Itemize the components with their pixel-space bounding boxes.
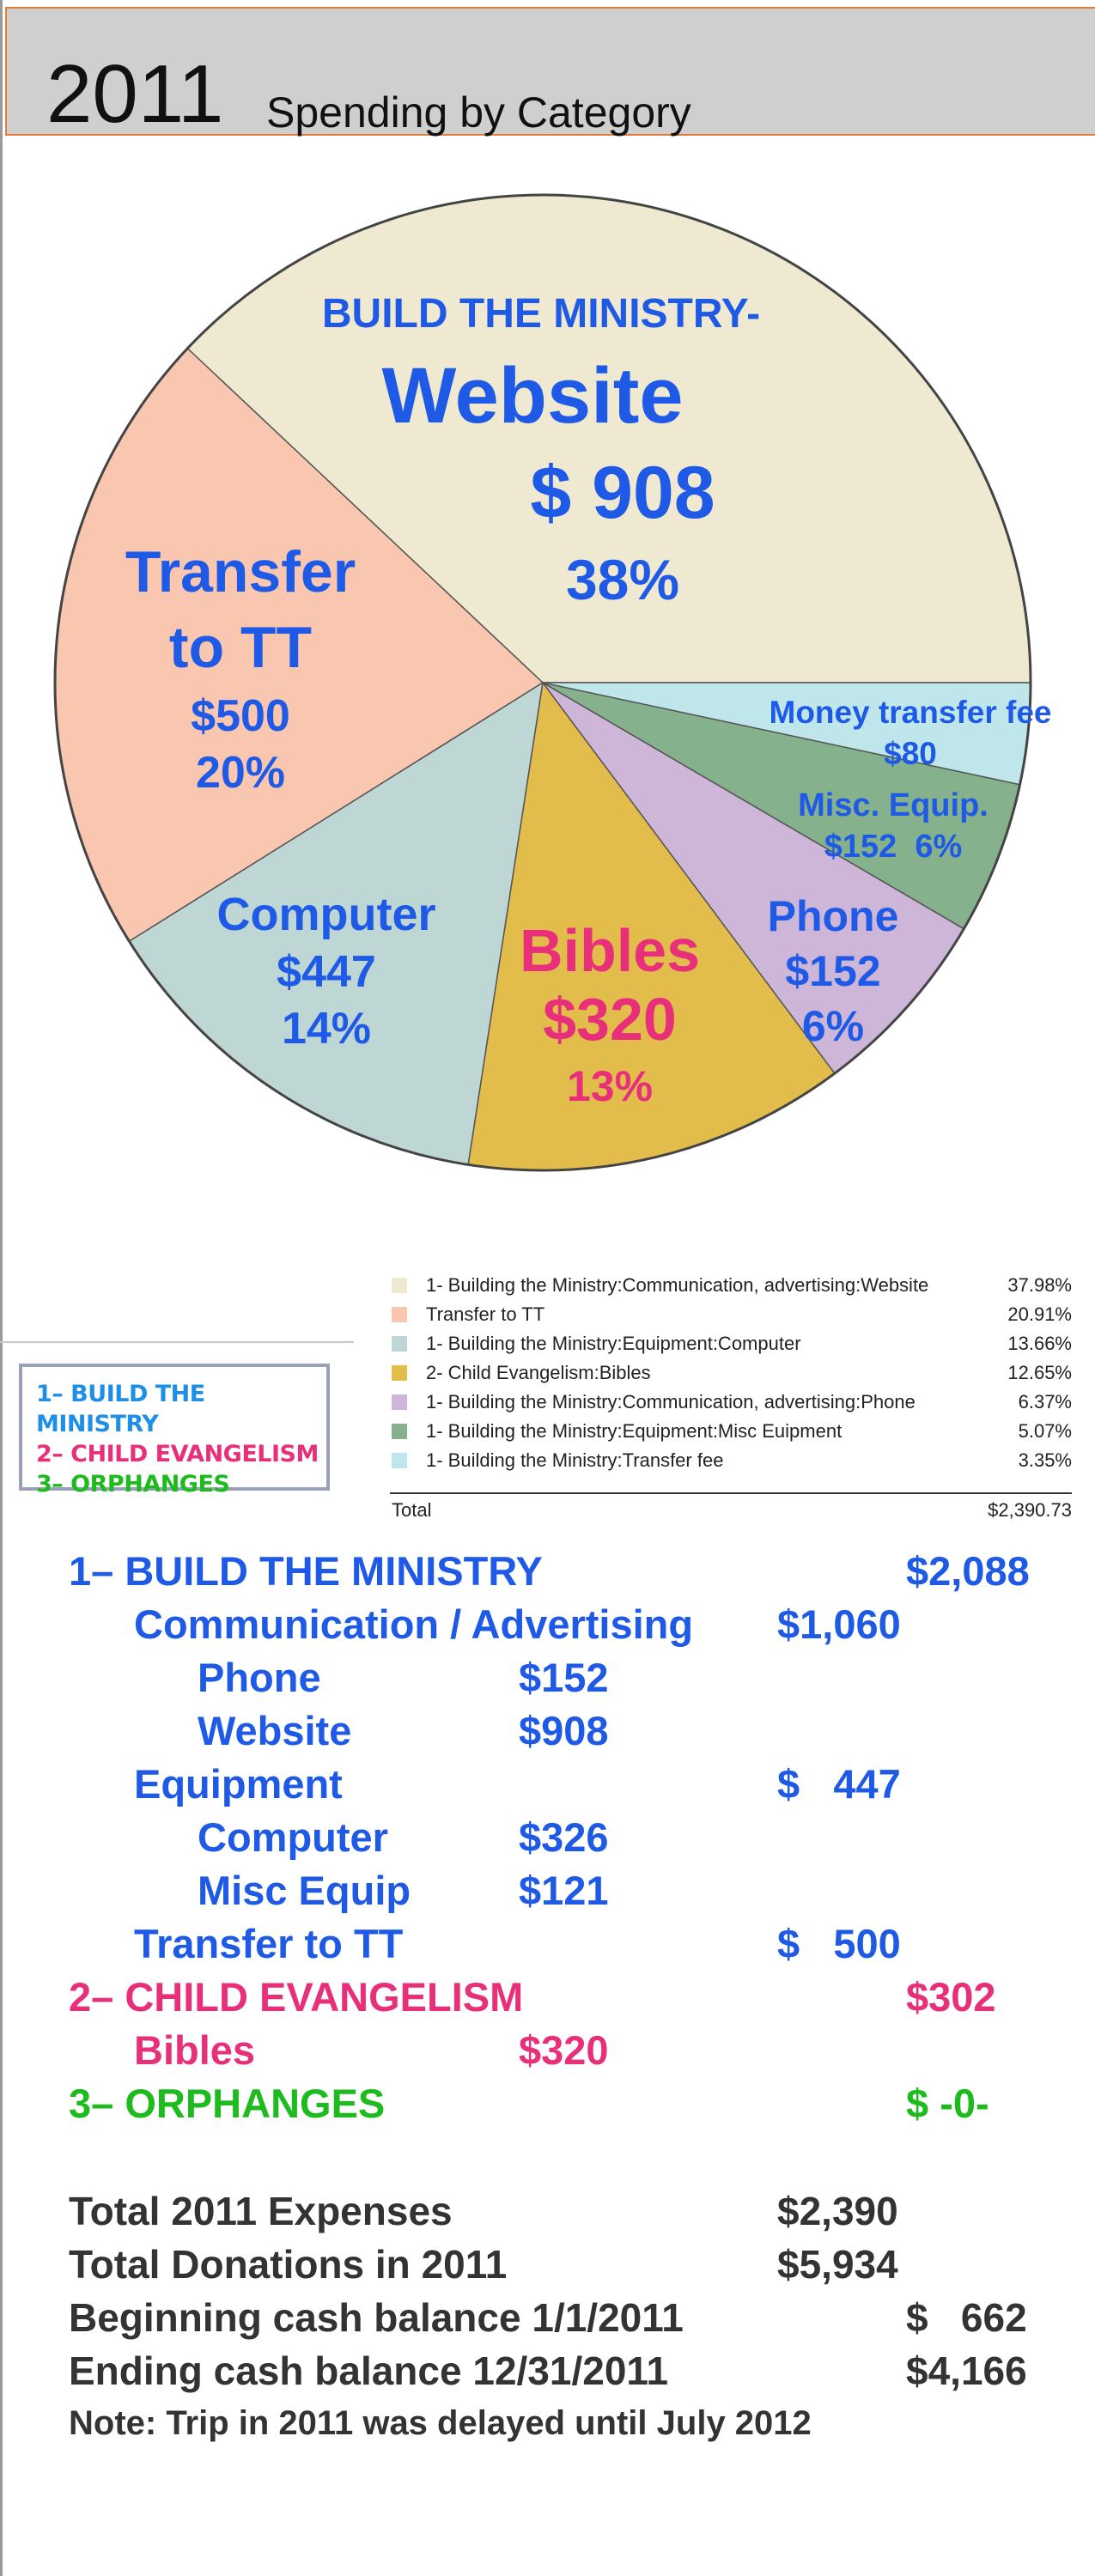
legend-swatch — [392, 1394, 407, 1410]
summary-build-value: $2,088 — [906, 1548, 1030, 1594]
legend-swatch — [392, 1307, 407, 1322]
summary-beginning-balance-label: Beginning cash balance 1/1/2011 — [69, 2295, 684, 2340]
summary-total-expenses-label: Total 2011 Expenses — [69, 2189, 453, 2233]
category-key-box: 1– BUILD THE MINISTRY 2– CHILD EVANGELIS… — [19, 1364, 330, 1498]
summary-transfer-label: Transfer to TT — [134, 1921, 404, 1966]
legend-label: 1- Building the Ministry:Equipment:Misc … — [426, 1420, 843, 1442]
summary-total-donations-value: $5,934 — [777, 2242, 898, 2287]
legend-percent: 12.65% — [1007, 1362, 1072, 1383]
legend-percent: 37.98% — [1007, 1274, 1072, 1296]
legend-row: 1- Building the Ministry:Communication, … — [390, 1271, 1072, 1300]
title-bar: 2011 Spending by Category — [5, 7, 1095, 136]
computer-slice-label-amount: $447 — [277, 947, 376, 997]
bibles-slice-label-percent: 13% — [566, 1062, 654, 1110]
transfer-slice-label-percent: 20% — [195, 748, 286, 798]
chart-legend: 1- Building the Ministry:Communication, … — [390, 1271, 1072, 1521]
phone-slice-label-percent: 6% — [801, 1002, 865, 1050]
summary-misc-value: $121 — [519, 1868, 609, 1913]
phone-slice-label-amount: $152 — [785, 947, 881, 995]
legend-total-label: Total — [392, 1499, 432, 1521]
summary-equipment-label: Equipment — [134, 1761, 343, 1807]
misc-slice-label-amount: $152 6% — [824, 829, 963, 865]
legend-swatch — [392, 1278, 407, 1293]
website-slice-label-heading: BUILD THE MINISTRY- — [321, 291, 761, 337]
summary-bibles-value: $320 — [519, 2027, 609, 2073]
computer-slice-label-percent: 14% — [281, 1004, 372, 1054]
summary-comm-label: Communication / Advertising — [134, 1601, 694, 1647]
legend-percent: 6.37% — [1018, 1391, 1072, 1413]
page-frame — [0, 0, 3, 2576]
legend-percent: 5.07% — [1018, 1420, 1072, 1442]
summary-equipment-value: $ 447 — [777, 1761, 901, 1807]
title-year: 2011 — [46, 48, 224, 140]
website-slice-label-amount: $ 908 — [530, 452, 715, 534]
section-divider — [0, 1341, 354, 1343]
website-slice-label-name: Website — [381, 352, 684, 440]
legend-row: 1- Building the Ministry:Communication, … — [390, 1388, 1072, 1417]
summary-transfer-value: $ 500 — [777, 1921, 901, 1966]
legend-row: 2- Child Evangelism:Bibles 12.65% — [390, 1358, 1072, 1388]
summary-comm-value: $1,060 — [777, 1601, 901, 1647]
transfer-slice-label-amount: $500 — [191, 691, 290, 741]
summary-website-label: Website — [198, 1708, 352, 1753]
legend-label: 1- Building the Ministry:Communication, … — [426, 1274, 929, 1296]
summary-build-label: 1– BUILD THE MINISTRY — [69, 1548, 543, 1594]
category-key-item-2: 2– CHILD EVANGELISM — [36, 1441, 319, 1467]
summary-ending-balance-value: $4,166 — [906, 2348, 1027, 2393]
summary-child-label: 2– CHILD EVANGELISM — [69, 1974, 524, 2020]
legend-label: 2- Child Evangelism:Bibles — [426, 1362, 651, 1383]
summary-phone-label: Phone — [198, 1655, 321, 1700]
legend-swatch — [392, 1336, 407, 1352]
summary-misc-label: Misc Equip — [198, 1868, 411, 1913]
summary-ending-balance-label: Ending cash balance 12/31/2011 — [69, 2348, 669, 2393]
summary-computer-label: Computer — [198, 1814, 388, 1860]
summary-total-expenses-value: $2,390 — [777, 2189, 898, 2233]
transfer-slice-label-line1: Transfer — [125, 539, 356, 605]
legend-row: 1- Building the Ministry:Equipment:Compu… — [390, 1329, 1072, 1358]
legend-row: 1- Building the Ministry:Equipment:Misc … — [390, 1417, 1072, 1446]
transfer-slice-label-line2: to TT — [168, 615, 313, 680]
legend-percent: 3.35% — [1018, 1449, 1072, 1471]
pie-chart — [53, 193, 1032, 1172]
category-key-item-3: 3– ORPHANGES — [36, 1471, 230, 1498]
title-subtitle: Spending by Category — [266, 88, 691, 137]
legend-swatch — [392, 1365, 407, 1381]
legend-label: 1- Building the Ministry:Equipment:Compu… — [426, 1333, 801, 1354]
legend-row: 1- Building the Ministry:Transfer fee 3.3… — [390, 1446, 1072, 1475]
category-key-item-1: 1– BUILD THE MINISTRY — [36, 1381, 205, 1437]
summary-bibles-label: Bibles — [134, 2027, 256, 2073]
legend-label: 1- Building the Ministry:Transfer fee — [426, 1449, 724, 1471]
summary-total-donations-label: Total Donations in 2011 — [69, 2242, 508, 2287]
fee-slice-label-amount: $80 — [884, 736, 937, 771]
fee-slice-label-name: Money transfer fee — [769, 695, 1052, 730]
summary-orphanges-value: $ -0- — [906, 2081, 989, 2126]
legend-label: 1- Building the Ministry:Communication, … — [426, 1391, 916, 1413]
legend-label: Transfer to TT — [426, 1303, 545, 1325]
phone-slice-label-name: Phone — [767, 892, 899, 940]
summary-computer-value: $326 — [519, 1814, 609, 1860]
bibles-slice-label-amount: $320 — [543, 986, 677, 1053]
misc-slice-label-name: Misc. Equip. — [798, 787, 989, 823]
computer-slice-label-name: Computer — [216, 889, 436, 940]
pie-outline — [53, 193, 1032, 1172]
summary-child-value: $302 — [906, 1974, 996, 2020]
legend-percent: 20.91% — [1007, 1303, 1072, 1325]
summary-phone-value: $152 — [519, 1655, 609, 1700]
legend-swatch — [392, 1453, 407, 1468]
bibles-slice-label-name: Bibles — [519, 917, 701, 984]
summary-website-value: $908 — [519, 1708, 609, 1753]
legend-total-divider — [390, 1492, 1072, 1494]
legend-percent: 13.66% — [1007, 1333, 1072, 1354]
legend-swatch — [392, 1424, 407, 1439]
legend-row: Transfer to TT 20.91% — [390, 1300, 1072, 1329]
summary-orphanges-label: 3– ORPHANGES — [69, 2081, 386, 2126]
summary-beginning-balance-value: $ 662 — [906, 2295, 1027, 2340]
legend-total-value: $2,390.73 — [988, 1499, 1072, 1521]
summary-note: Note: Trip in 2011 was delayed until Jul… — [69, 2404, 812, 2442]
website-slice-label-percent: 38% — [565, 548, 680, 611]
